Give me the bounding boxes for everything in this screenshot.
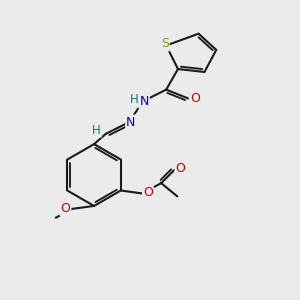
- Text: N: N: [126, 116, 136, 128]
- Text: O: O: [176, 162, 185, 175]
- Text: N: N: [140, 95, 149, 108]
- Text: S: S: [161, 38, 169, 50]
- Text: O: O: [190, 92, 200, 105]
- Text: O: O: [143, 186, 153, 199]
- Text: H: H: [92, 124, 101, 137]
- Text: O: O: [61, 202, 70, 215]
- Text: H: H: [130, 93, 139, 106]
